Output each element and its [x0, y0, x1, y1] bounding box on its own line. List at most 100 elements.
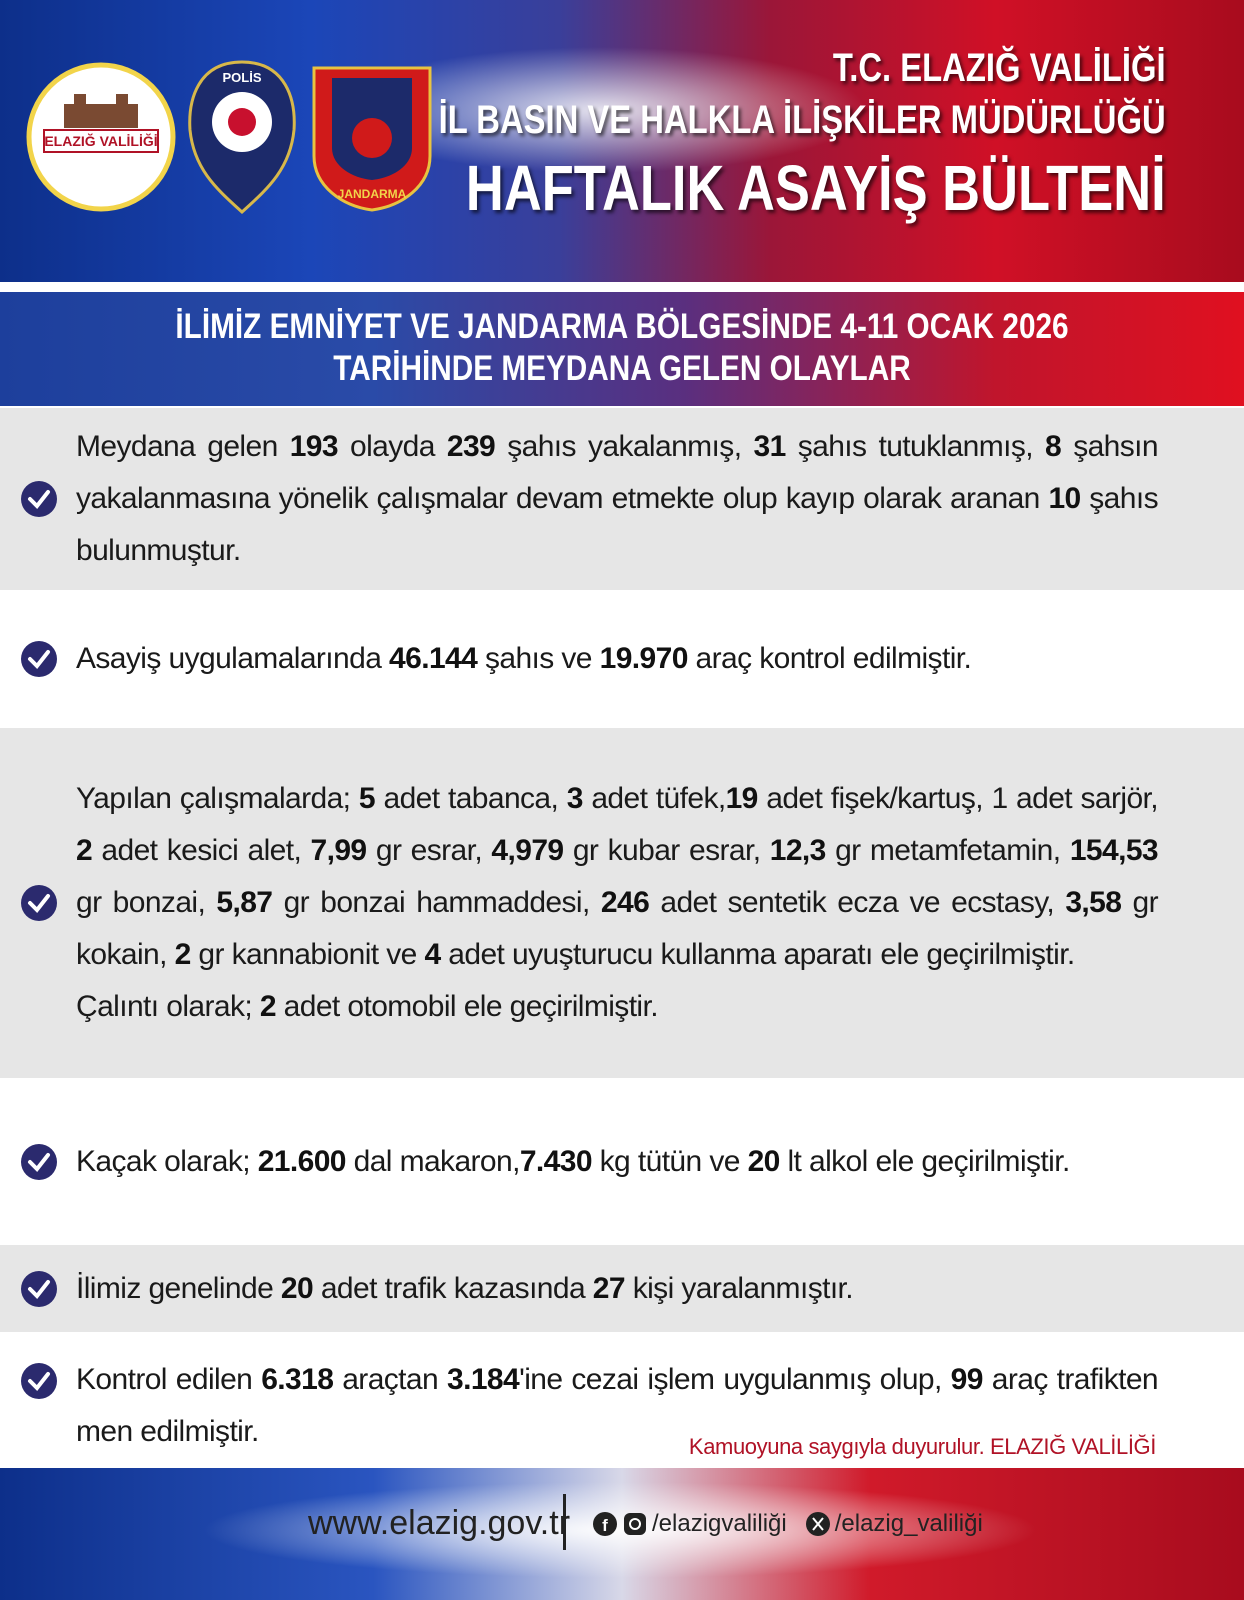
- text-segment: adet otomobil ele geçirilmiştir.: [275, 990, 659, 1023]
- gendarmerie-logo: JANDARMA: [312, 66, 432, 212]
- item: İlimiz genelinde 20 adet trafik kazasınd…: [0, 1245, 1244, 1332]
- text-segment: olayda: [337, 430, 447, 463]
- text-segment: adet tüfek,: [582, 782, 726, 815]
- text-segment: İlimiz genelinde: [76, 1271, 281, 1305]
- check-mark: [28, 894, 50, 914]
- check-circle: [21, 1270, 57, 1307]
- check-icon: [21, 1363, 57, 1399]
- text-segment: adet fişek/kartuş, 1 adet sarjör,: [757, 782, 1159, 815]
- figure: 246: [600, 886, 650, 919]
- text-segment: gr kubar esrar,: [563, 834, 770, 867]
- figure: 5,87: [216, 886, 273, 919]
- item: Yapılan çalışmalarda; 5 adet tabanca, 3 …: [0, 728, 1244, 1078]
- header-title: HAFTALIK ASAYİŞ BÜLTENİ: [466, 152, 1166, 224]
- item-text: Kontrol edilen 6.318 araçtan 3.184'ine c…: [76, 1354, 1159, 1458]
- paragraph: Asayiş uygulamalarında 46.144 şahıs ve 1…: [76, 633, 1158, 685]
- text-segment: Meydana gelen: [76, 430, 290, 463]
- figure: 154,53: [1069, 834, 1159, 867]
- text-segment: araçtan: [333, 1363, 448, 1396]
- text-segment: adet trafik kazasında: [313, 1271, 593, 1305]
- check-icon: [21, 885, 57, 921]
- text-segment: araç trafikten men edilmiştir.: [76, 1363, 1159, 1448]
- item-list: Meydana gelen 193 olayda 239 şahıs yakal…: [0, 408, 1244, 1466]
- valilik-logo: ELAZIĞ VALİLİĞİ: [26, 62, 176, 212]
- figure: 4: [424, 938, 441, 971]
- check-mark: [28, 1372, 50, 1392]
- figure: 20: [280, 1271, 314, 1305]
- header-line: T.C. ELAZIĞ VALİLİĞİ: [833, 46, 1166, 90]
- check-circle: [21, 885, 57, 921]
- logo-label: JANDARMA: [338, 187, 407, 201]
- item-text: Kaçak olarak; 21.600 dal makaron,7.430 k…: [76, 1136, 1158, 1188]
- text-segment: gr bonzai,: [76, 886, 217, 919]
- text-segment: araç kontrol edilmiştir.: [687, 642, 972, 675]
- text-segment: Asayiş uygulamalarında: [76, 642, 390, 675]
- figure: 27: [592, 1271, 626, 1305]
- instagram-icon: [624, 1513, 646, 1535]
- text-segment: gr metamfetamin,: [825, 834, 1070, 867]
- figure: 8: [1045, 430, 1062, 463]
- check-mark: [28, 490, 50, 510]
- item: Meydana gelen 193 olayda 239 şahıs yakal…: [0, 408, 1244, 590]
- figure: 10: [1048, 482, 1081, 515]
- figure: 20: [747, 1144, 781, 1178]
- footer: www.elazig.gov.tr f /elazigvaliliği /ela…: [0, 1468, 1244, 1600]
- figure: 19.970: [599, 642, 689, 675]
- check-mark: [28, 1152, 50, 1172]
- figure: 4,979: [491, 834, 564, 867]
- figure: 46.144: [389, 642, 478, 675]
- text-segment: dal makaron,: [345, 1144, 521, 1178]
- text-segment: şahıs yakalanmış,: [495, 430, 754, 463]
- logo-label: ELAZIĞ VALİLİĞİ: [44, 132, 157, 149]
- figure: 5: [358, 782, 376, 815]
- figure: 3: [566, 782, 584, 815]
- social-links: f /elazigvaliliği /elazig_valiliği: [592, 1510, 983, 1538]
- check-circle: [21, 1143, 57, 1180]
- paragraph: Kaçak olarak; 21.600 dal makaron,7.430 k…: [76, 1136, 1158, 1188]
- header-line: İL BASIN VE HALKLA İLİŞKİLER MÜDÜRLÜĞÜ: [438, 98, 1166, 142]
- text-segment: gr kannabionit ve: [190, 938, 425, 971]
- figure: 7,99: [310, 834, 368, 867]
- item-text: Meydana gelen 193 olayda 239 şahıs yakal…: [76, 421, 1159, 577]
- check-mark: [28, 650, 50, 670]
- paragraph: Kontrol edilen 6.318 araçtan 3.184'ine c…: [76, 1354, 1159, 1458]
- item-text: Yapılan çalışmalarda; 5 adet tabanca, 3 …: [76, 773, 1159, 1033]
- item: Asayiş uygulamalarında 46.144 şahıs ve 1…: [0, 590, 1244, 728]
- text-segment: adet sentetik ecza ve ecstasy,: [649, 886, 1066, 919]
- check-icon: [21, 641, 57, 677]
- item: Kaçak olarak; 21.600 dal makaron,7.430 k…: [0, 1078, 1244, 1245]
- text-segment: şahsın yakalanmasına yönelik çalışmalar …: [76, 430, 1159, 515]
- text-segment: şahıs tutuklanmış,: [785, 430, 1046, 463]
- text-segment: lt alkol ele geçirilmiştir.: [779, 1144, 1070, 1178]
- figure: 193: [289, 430, 339, 463]
- text-segment: Yapılan çalışmalarda;: [76, 782, 359, 815]
- figure: 19: [725, 782, 759, 815]
- paragraph: Yapılan çalışmalarda; 5 adet tabanca, 3 …: [76, 773, 1159, 981]
- website[interactable]: www.elazig.gov.tr: [308, 1504, 571, 1542]
- social-handle[interactable]: /elazig_valiliği: [834, 1510, 983, 1537]
- text-segment: 'ine cezai işlem uygulanmış olup,: [519, 1363, 951, 1396]
- banner: İLİMİZ EMNİYET VE JANDARMA BÖLGESİNDE 4-…: [0, 292, 1244, 406]
- item: Kontrol edilen 6.318 araçtan 3.184'ine c…: [0, 1332, 1244, 1466]
- paragraph: Meydana gelen 193 olayda 239 şahıs yakal…: [76, 421, 1159, 577]
- check-circle: [21, 1363, 57, 1399]
- figure: 6.318: [261, 1363, 334, 1396]
- check-icon: [21, 1270, 57, 1307]
- figure: 31: [753, 430, 786, 463]
- check-mark: [28, 1279, 50, 1299]
- paragraph: Çalıntı olarak; 2 adet otomobil ele geçi…: [76, 981, 1158, 1033]
- text-segment: şahıs ve: [477, 642, 600, 675]
- police-logo: POLİS: [188, 60, 296, 215]
- social-handle[interactable]: /elazigvaliliği: [652, 1510, 787, 1537]
- item-text: İlimiz genelinde 20 adet trafik kazasınd…: [76, 1263, 1158, 1315]
- text-segment: Çalıntı olarak;: [76, 990, 260, 1023]
- text-segment: gr kokain,: [76, 886, 1159, 971]
- header: ELAZIĞ VALİLİĞİ POLİS JANDARMA T.C. ELAZ…: [0, 0, 1244, 282]
- check-icon: [21, 481, 57, 517]
- text-segment: Kaçak olarak;: [76, 1144, 258, 1178]
- facebook-icon: f: [593, 1512, 617, 1536]
- check-circle: [21, 641, 57, 677]
- separator: [563, 1494, 566, 1550]
- text-segment: adet kesici alet,: [92, 834, 311, 867]
